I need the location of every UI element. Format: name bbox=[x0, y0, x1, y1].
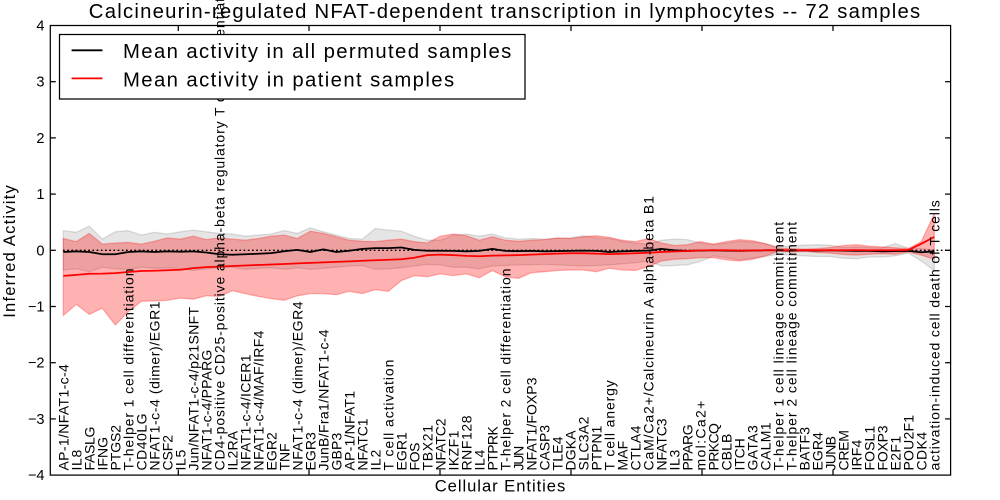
svg-text:EGR3: EGR3 bbox=[302, 432, 318, 471]
svg-text:CD40LG: CD40LG bbox=[133, 414, 149, 471]
svg-text:PPARG: PPARG bbox=[679, 424, 695, 470]
svg-text:−1: −1 bbox=[28, 300, 45, 316]
svg-text:NFATC3: NFATC3 bbox=[653, 418, 669, 470]
svg-text:−3: −3 bbox=[28, 412, 45, 428]
svg-text:CD4-positive CD25-positive alp: CD4-positive CD25-positive alpha-beta re… bbox=[211, 0, 227, 471]
svg-text:IL2: IL2 bbox=[367, 449, 383, 470]
svg-text:NFAT1-c-4 (dimer)/EGR4: NFAT1-c-4 (dimer)/EGR4 bbox=[289, 301, 305, 470]
svg-text:NFAT1-c-4/ICER1: NFAT1-c-4/ICER1 bbox=[237, 354, 253, 470]
svg-text:NFAT1-c-4/MAF/IRF4: NFAT1-c-4/MAF/IRF4 bbox=[250, 330, 266, 470]
svg-text:IFNG: IFNG bbox=[94, 437, 110, 471]
svg-text:FOS: FOS bbox=[406, 443, 422, 471]
svg-text:Mean activity in all permuted: Mean activity in all permuted samples bbox=[123, 41, 511, 63]
svg-text:IL2RA: IL2RA bbox=[224, 430, 240, 470]
svg-text:0: 0 bbox=[36, 243, 44, 259]
svg-text:RNF128: RNF128 bbox=[458, 415, 474, 470]
svg-text:PTGS2: PTGS2 bbox=[107, 425, 123, 471]
svg-text:JunB/Fra1/NFAT1-c-4: JunB/Fra1/NFAT1-c-4 bbox=[315, 329, 331, 470]
svg-text:SLC3A2: SLC3A2 bbox=[575, 416, 591, 470]
svg-text:CSF2: CSF2 bbox=[159, 435, 175, 471]
svg-text:IL5: IL5 bbox=[172, 449, 188, 470]
svg-text:4: 4 bbox=[36, 19, 44, 35]
svg-text:AP-1/NFAT1: AP-1/NFAT1 bbox=[341, 391, 357, 471]
svg-text:BATF3: BATF3 bbox=[796, 427, 812, 471]
svg-text:NFATC2: NFATC2 bbox=[432, 418, 448, 470]
svg-text:activation-induced cell death: activation-induced cell death of T cells bbox=[926, 200, 942, 470]
svg-text:PRKCQ: PRKCQ bbox=[705, 423, 721, 471]
svg-text:ITCH: ITCH bbox=[731, 438, 747, 470]
svg-text:1: 1 bbox=[36, 187, 44, 203]
svg-text:CBLB: CBLB bbox=[718, 434, 734, 471]
svg-text:mol:Ca2+: mol:Ca2+ bbox=[692, 401, 708, 471]
svg-text:EGR4: EGR4 bbox=[809, 432, 825, 471]
svg-text:NFAT1-c-4 (dimer)/EGR1: NFAT1-c-4 (dimer)/EGR1 bbox=[146, 301, 162, 470]
svg-text:JUNB: JUNB bbox=[822, 436, 838, 471]
svg-text:FOSL1: FOSL1 bbox=[861, 426, 877, 471]
svg-text:CREM: CREM bbox=[835, 430, 851, 470]
svg-text:3: 3 bbox=[36, 75, 44, 91]
svg-text:DGKA: DGKA bbox=[562, 430, 578, 471]
svg-text:NFATC1: NFATC1 bbox=[354, 418, 370, 470]
svg-text:−2: −2 bbox=[28, 356, 45, 372]
svg-text:T-helper 1 cell differentiatio: T-helper 1 cell differentiation bbox=[120, 269, 136, 471]
svg-text:TBX21: TBX21 bbox=[419, 425, 435, 471]
svg-text:TNF: TNF bbox=[276, 443, 292, 470]
svg-text:CALM1: CALM1 bbox=[757, 422, 773, 470]
svg-text:T cell anergy: T cell anergy bbox=[601, 380, 617, 470]
svg-text:Calcineurin-regulated NFAT-dep: Calcineurin-regulated NFAT-dependent tra… bbox=[89, 1, 920, 23]
svg-text:T-helper 1 cell lineage commit: T-helper 1 cell lineage commitment bbox=[770, 222, 786, 471]
svg-text:PTPN1: PTPN1 bbox=[588, 425, 604, 470]
svg-text:AP-1/NFAT1-c-4: AP-1/NFAT1-c-4 bbox=[55, 364, 71, 471]
svg-text:−4: −4 bbox=[28, 468, 45, 484]
svg-text:IRF4: IRF4 bbox=[848, 439, 864, 470]
svg-text:T-helper 2 cell differentiatio: T-helper 2 cell differentiation bbox=[497, 268, 513, 470]
svg-text:CaM/Ca2+/Calcineurin A alpha-b: CaM/Ca2+/Calcineurin A alpha-beta B1 bbox=[640, 196, 656, 471]
svg-text:EGR2: EGR2 bbox=[263, 432, 279, 471]
svg-text:NFAT1-c-4/PPARG: NFAT1-c-4/PPARG bbox=[198, 350, 214, 471]
svg-text:POU2F1: POU2F1 bbox=[900, 415, 916, 471]
svg-text:T-helper 2 cell lineage commit: T-helper 2 cell lineage commitment bbox=[783, 222, 799, 471]
svg-text:FASLG: FASLG bbox=[81, 427, 97, 471]
svg-text:Mean activity in patient sampl: Mean activity in patient samples bbox=[123, 70, 454, 92]
svg-text:TLE4: TLE4 bbox=[549, 436, 565, 470]
svg-text:PTPRK: PTPRK bbox=[484, 426, 500, 471]
svg-text:CASP3: CASP3 bbox=[536, 425, 552, 471]
svg-text:CTLA4: CTLA4 bbox=[627, 425, 643, 470]
svg-text:EGR1: EGR1 bbox=[393, 432, 409, 471]
svg-text:Cellular Entities: Cellular Entities bbox=[435, 477, 566, 496]
svg-text:Jun/NFAT1-c-4/p21SNFT: Jun/NFAT1-c-4/p21SNFT bbox=[185, 306, 201, 470]
svg-text:CDK4: CDK4 bbox=[913, 432, 929, 471]
svg-text:GBP3: GBP3 bbox=[328, 432, 344, 470]
svg-text:E2F1: E2F1 bbox=[887, 436, 903, 471]
svg-text:IL8: IL8 bbox=[68, 449, 84, 470]
svg-text:GATA3: GATA3 bbox=[744, 425, 760, 471]
svg-text:NFAT1/FOXP3: NFAT1/FOXP3 bbox=[523, 377, 539, 470]
svg-text:T cell activation: T cell activation bbox=[380, 360, 396, 471]
svg-text:IKZF1: IKZF1 bbox=[445, 430, 461, 470]
svg-text:MAF: MAF bbox=[614, 441, 630, 471]
svg-text:Inferred Activity: Inferred Activity bbox=[0, 184, 19, 317]
svg-text:FOXP3: FOXP3 bbox=[874, 425, 890, 470]
svg-text:IL4: IL4 bbox=[471, 449, 487, 470]
svg-text:IL3: IL3 bbox=[666, 449, 682, 470]
svg-text:2: 2 bbox=[36, 131, 44, 147]
svg-text:JUN: JUN bbox=[510, 446, 526, 471]
